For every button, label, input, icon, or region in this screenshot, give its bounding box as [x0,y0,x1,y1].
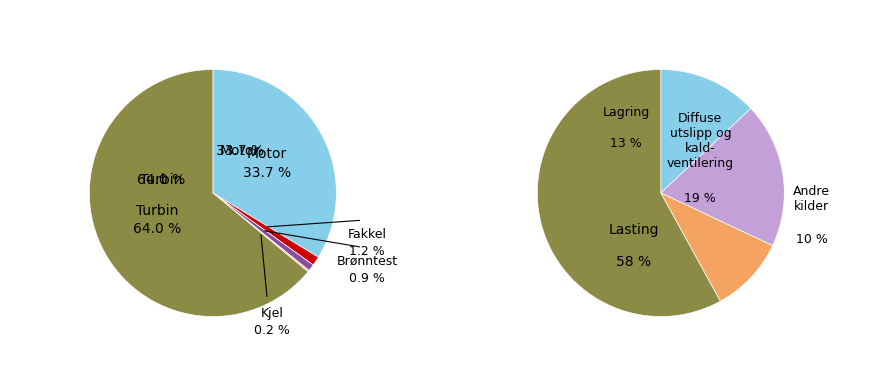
Wedge shape [213,193,318,265]
Text: 33.7 %: 33.7 % [216,128,264,158]
Text: Motor: Motor [220,144,260,158]
Text: Turbin: Turbin [140,173,182,187]
Text: 10 %: 10 % [795,232,827,245]
Text: 1.2 %: 1.2 % [349,245,385,258]
Text: 58 %: 58 % [616,255,650,269]
Text: 0.9 %: 0.9 % [349,272,385,285]
Text: 64.0 %: 64.0 % [136,157,185,187]
Text: 19 %: 19 % [684,192,715,205]
Wedge shape [89,69,307,317]
Text: Fakkel: Fakkel [347,228,386,240]
Wedge shape [213,193,308,272]
Text: 64.0 %: 64.0 % [133,222,181,236]
Text: Turbin: Turbin [136,204,178,218]
Wedge shape [660,69,750,193]
Text: Brønntest: Brønntest [337,255,398,268]
Wedge shape [537,69,719,317]
Text: Lasting: Lasting [608,223,658,237]
Wedge shape [660,108,783,245]
Text: 33.7 %: 33.7 % [243,166,291,179]
Text: Lagring: Lagring [602,106,649,119]
Text: Diffuse
utslipp og
kald-
ventilering: Diffuse utslipp og kald- ventilering [666,112,733,170]
Text: Kjel: Kjel [260,306,284,320]
Wedge shape [213,69,336,257]
Text: Andre
kilder: Andre kilder [792,185,829,213]
Text: 13 %: 13 % [610,137,641,151]
Wedge shape [660,193,772,301]
Wedge shape [213,193,313,271]
Text: Motor: Motor [246,147,286,161]
Text: 0.2 %: 0.2 % [254,324,290,337]
